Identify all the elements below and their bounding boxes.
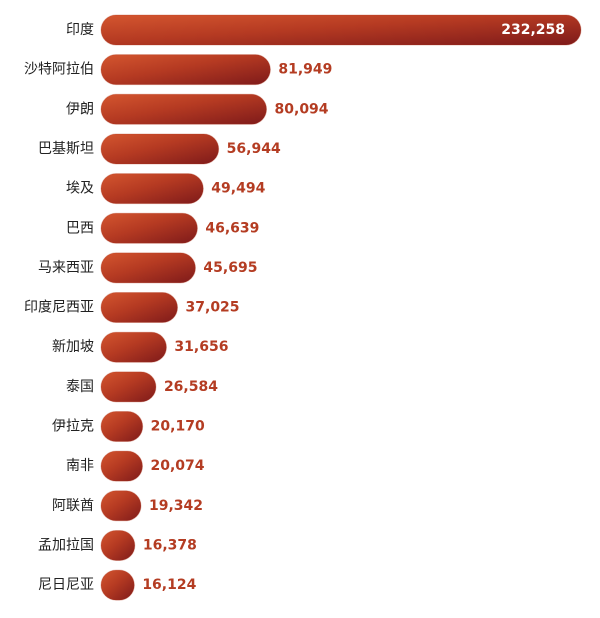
value-label: 232,258 xyxy=(501,22,565,38)
value-label: 26,584 xyxy=(164,379,218,395)
bar xyxy=(100,93,268,125)
bar xyxy=(100,252,196,284)
category-label: 马来西亚 xyxy=(38,260,94,276)
bar xyxy=(100,292,179,324)
bar xyxy=(100,529,136,561)
value-label: 46,639 xyxy=(205,220,259,236)
value-label: 19,342 xyxy=(149,498,203,514)
bar xyxy=(100,173,204,205)
bar xyxy=(100,133,220,165)
bar xyxy=(100,411,144,442)
category-label: 新加坡 xyxy=(52,339,94,355)
category-label: 巴西 xyxy=(66,220,94,236)
category-label: 孟加拉国 xyxy=(38,537,94,553)
category-label: 南非 xyxy=(66,458,94,474)
value-label: 20,170 xyxy=(151,419,205,435)
bar xyxy=(100,14,582,46)
category-label: 沙特阿拉伯 xyxy=(24,62,94,78)
value-label: 49,494 xyxy=(211,181,265,197)
category-label: 印度尼西亚 xyxy=(24,300,94,316)
bar xyxy=(100,371,157,403)
bar xyxy=(100,490,142,522)
value-label: 80,094 xyxy=(275,101,329,117)
value-label: 81,949 xyxy=(278,62,332,78)
bar xyxy=(100,212,198,244)
category-label: 泰国 xyxy=(66,379,94,395)
value-label: 16,124 xyxy=(142,577,196,593)
bar xyxy=(100,450,143,482)
bar xyxy=(100,331,167,363)
category-label: 印度 xyxy=(66,22,94,38)
category-label: 阿联酋 xyxy=(52,497,94,514)
value-label: 56,944 xyxy=(227,141,281,157)
value-label: 20,074 xyxy=(150,458,204,474)
category-label: 尼日尼亚 xyxy=(38,577,94,593)
bar xyxy=(100,569,135,601)
category-label: 埃及 xyxy=(66,181,94,197)
bar xyxy=(100,54,271,86)
value-label: 45,695 xyxy=(203,260,257,276)
category-label: 巴基斯坦 xyxy=(38,140,94,157)
value-label: 37,025 xyxy=(186,300,240,316)
category-label: 伊朗 xyxy=(66,101,94,117)
value-label: 16,378 xyxy=(143,537,197,553)
category-label: 伊拉克 xyxy=(52,419,94,435)
value-label: 31,656 xyxy=(174,339,228,355)
